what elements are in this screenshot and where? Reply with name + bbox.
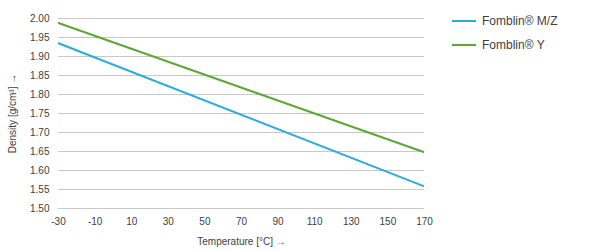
svg-text:1.60: 1.60 [30,165,50,176]
svg-text:-30: -30 [51,216,66,227]
svg-text:130: 130 [343,216,360,227]
svg-text:110: 110 [307,216,323,227]
svg-text:10: 10 [126,216,138,227]
svg-text:1.80: 1.80 [30,89,50,100]
svg-text:1.75: 1.75 [30,108,50,119]
html-text:Fomblin® M/Z: Fomblin® M/Z [482,14,558,28]
svg-text:1.85: 1.85 [30,70,50,81]
svg-text:1.55: 1.55 [30,184,50,195]
html-text:Fomblin® Y: Fomblin® Y [482,38,545,52]
svg-text:1.70: 1.70 [30,127,50,138]
svg-text:30: 30 [163,216,175,227]
svg-text:1.95: 1.95 [30,32,50,43]
svg-text:2.00: 2.00 [30,13,50,24]
svg-text:90: 90 [273,216,285,227]
svg-text:Temperature [°C] →: Temperature [°C] → [197,236,285,247]
svg-text:70: 70 [236,216,248,227]
svg-text:50: 50 [199,216,211,227]
svg-text:170: 170 [416,216,433,227]
svg-text:1.65: 1.65 [30,146,50,157]
svg-text:150: 150 [380,216,397,227]
svg-text:1.90: 1.90 [30,51,50,62]
svg-text:-10: -10 [88,216,103,227]
svg-text:Density [g/cm³] →: Density [g/cm³] → [7,74,18,153]
svg-text:1.50: 1.50 [30,203,50,214]
